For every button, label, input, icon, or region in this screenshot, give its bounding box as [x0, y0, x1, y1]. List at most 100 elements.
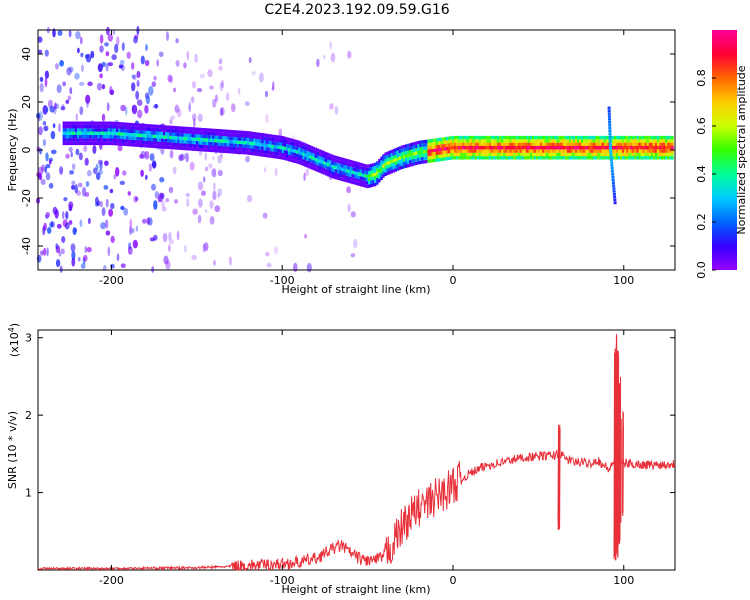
- noise-cell: [80, 52, 84, 58]
- ridge-cell: [267, 137, 270, 141]
- ridge-cell: [384, 172, 387, 176]
- ridge-cell: [538, 152, 541, 157]
- ridge-cell: [263, 140, 266, 144]
- noise-cell: [209, 200, 214, 209]
- ridge-cell: [275, 152, 279, 156]
- ridge-cell: [253, 142, 256, 146]
- ridge-cell: [521, 135, 525, 140]
- ridge-cell: [130, 136, 133, 140]
- ridge-cell: [605, 139, 609, 143]
- ridge-cell: [626, 156, 629, 160]
- ridge-cell: [195, 147, 199, 152]
- ridge-cell: [99, 138, 102, 142]
- ridge-cell: [456, 139, 459, 143]
- ridge-cell: [574, 146, 578, 150]
- ridge-cell: [574, 135, 578, 140]
- ridge-cell: [570, 156, 574, 160]
- ridge-cell: [195, 144, 199, 148]
- ridge-cell: [279, 142, 283, 146]
- ridge-cell: [464, 149, 467, 153]
- noise-cell: [58, 123, 61, 133]
- ridge-cell: [456, 146, 459, 150]
- ridge-cell: [421, 160, 424, 164]
- ridge-cell: [320, 156, 324, 161]
- ridge-cell: [665, 139, 668, 143]
- ridge-cell: [158, 128, 162, 132]
- ridge-cell: [353, 167, 356, 172]
- ridge-cell: [472, 139, 475, 143]
- ridge-cell: [429, 145, 432, 150]
- ridge-cell: [152, 124, 156, 128]
- ridge-cell: [644, 152, 647, 157]
- ridge-cell: [409, 149, 412, 154]
- ridge-cell: [546, 142, 549, 146]
- ridge-cell: [546, 135, 549, 140]
- ridge-cell: [202, 131, 205, 135]
- ridge-cell: [638, 135, 641, 140]
- ridge-cell: [314, 154, 318, 158]
- ridge-cell: [449, 146, 453, 150]
- streak-cell: [607, 106, 611, 110]
- ridge-cell: [607, 139, 611, 143]
- noise-cell: [137, 109, 143, 119]
- ridge-cell: [253, 152, 256, 156]
- ridge-cell: [216, 132, 219, 136]
- ridge-cell: [583, 146, 586, 150]
- ridge-cell: [124, 122, 127, 126]
- ridge-cell: [208, 135, 211, 139]
- ridge-cell: [365, 178, 369, 182]
- ridge-cell: [556, 142, 559, 146]
- ridge-cell: [628, 139, 631, 143]
- noise-cell: [87, 81, 93, 87]
- ridge-cell: [115, 128, 119, 132]
- ridge-cell: [206, 128, 209, 132]
- ridge-cell: [238, 140, 242, 144]
- ridge-cell: [380, 176, 383, 181]
- ridge-cell: [298, 160, 301, 165]
- ridge-cell: [458, 149, 461, 153]
- ridge-cell: [320, 153, 324, 157]
- noise-cell: [152, 161, 157, 169]
- noise-cell: [80, 36, 83, 45]
- ridge-cell: [415, 158, 418, 162]
- ridge-cell: [466, 135, 469, 140]
- ridge-cell: [601, 149, 604, 153]
- ridge-cell: [538, 135, 541, 140]
- ridge-cell: [144, 123, 147, 128]
- ridge-cell: [220, 146, 223, 150]
- ridge-cell: [525, 139, 529, 143]
- ridge-cell: [171, 132, 174, 136]
- ridge-cell: [542, 149, 545, 153]
- ridge-cell: [68, 121, 72, 125]
- ridge-cell: [659, 149, 662, 153]
- ridge-cell: [488, 142, 492, 146]
- noise-cell: [86, 101, 89, 108]
- ridge-cell: [413, 162, 416, 166]
- ridge-cell: [212, 135, 215, 139]
- ridge-cell: [398, 163, 402, 167]
- ridge-cell: [490, 142, 494, 146]
- ridge-cell: [169, 132, 172, 136]
- ridge-cell: [212, 138, 215, 143]
- ridge-cell: [298, 147, 301, 151]
- ridge-cell: [329, 157, 332, 161]
- ridge-cell: [372, 166, 375, 170]
- ridge-cell: [540, 142, 543, 146]
- ridge-cell: [359, 162, 363, 167]
- ridge-cell: [91, 135, 94, 139]
- ridge-cell: [415, 148, 418, 152]
- ridge-cell: [406, 150, 410, 154]
- ridge-cell: [130, 143, 133, 147]
- ridge-cell: [111, 128, 115, 132]
- noise-cell: [136, 70, 141, 78]
- ridge-cell: [177, 129, 180, 133]
- ridge-cell: [156, 131, 160, 135]
- noise-cell: [70, 243, 76, 252]
- ridge-cell: [318, 156, 322, 160]
- ridge-cell: [583, 142, 586, 146]
- ridge-cell: [521, 142, 525, 146]
- ridge-cell: [304, 150, 307, 154]
- noise-cell: [47, 227, 52, 234]
- ridge-cell: [552, 146, 555, 150]
- ridge-cell: [554, 146, 557, 150]
